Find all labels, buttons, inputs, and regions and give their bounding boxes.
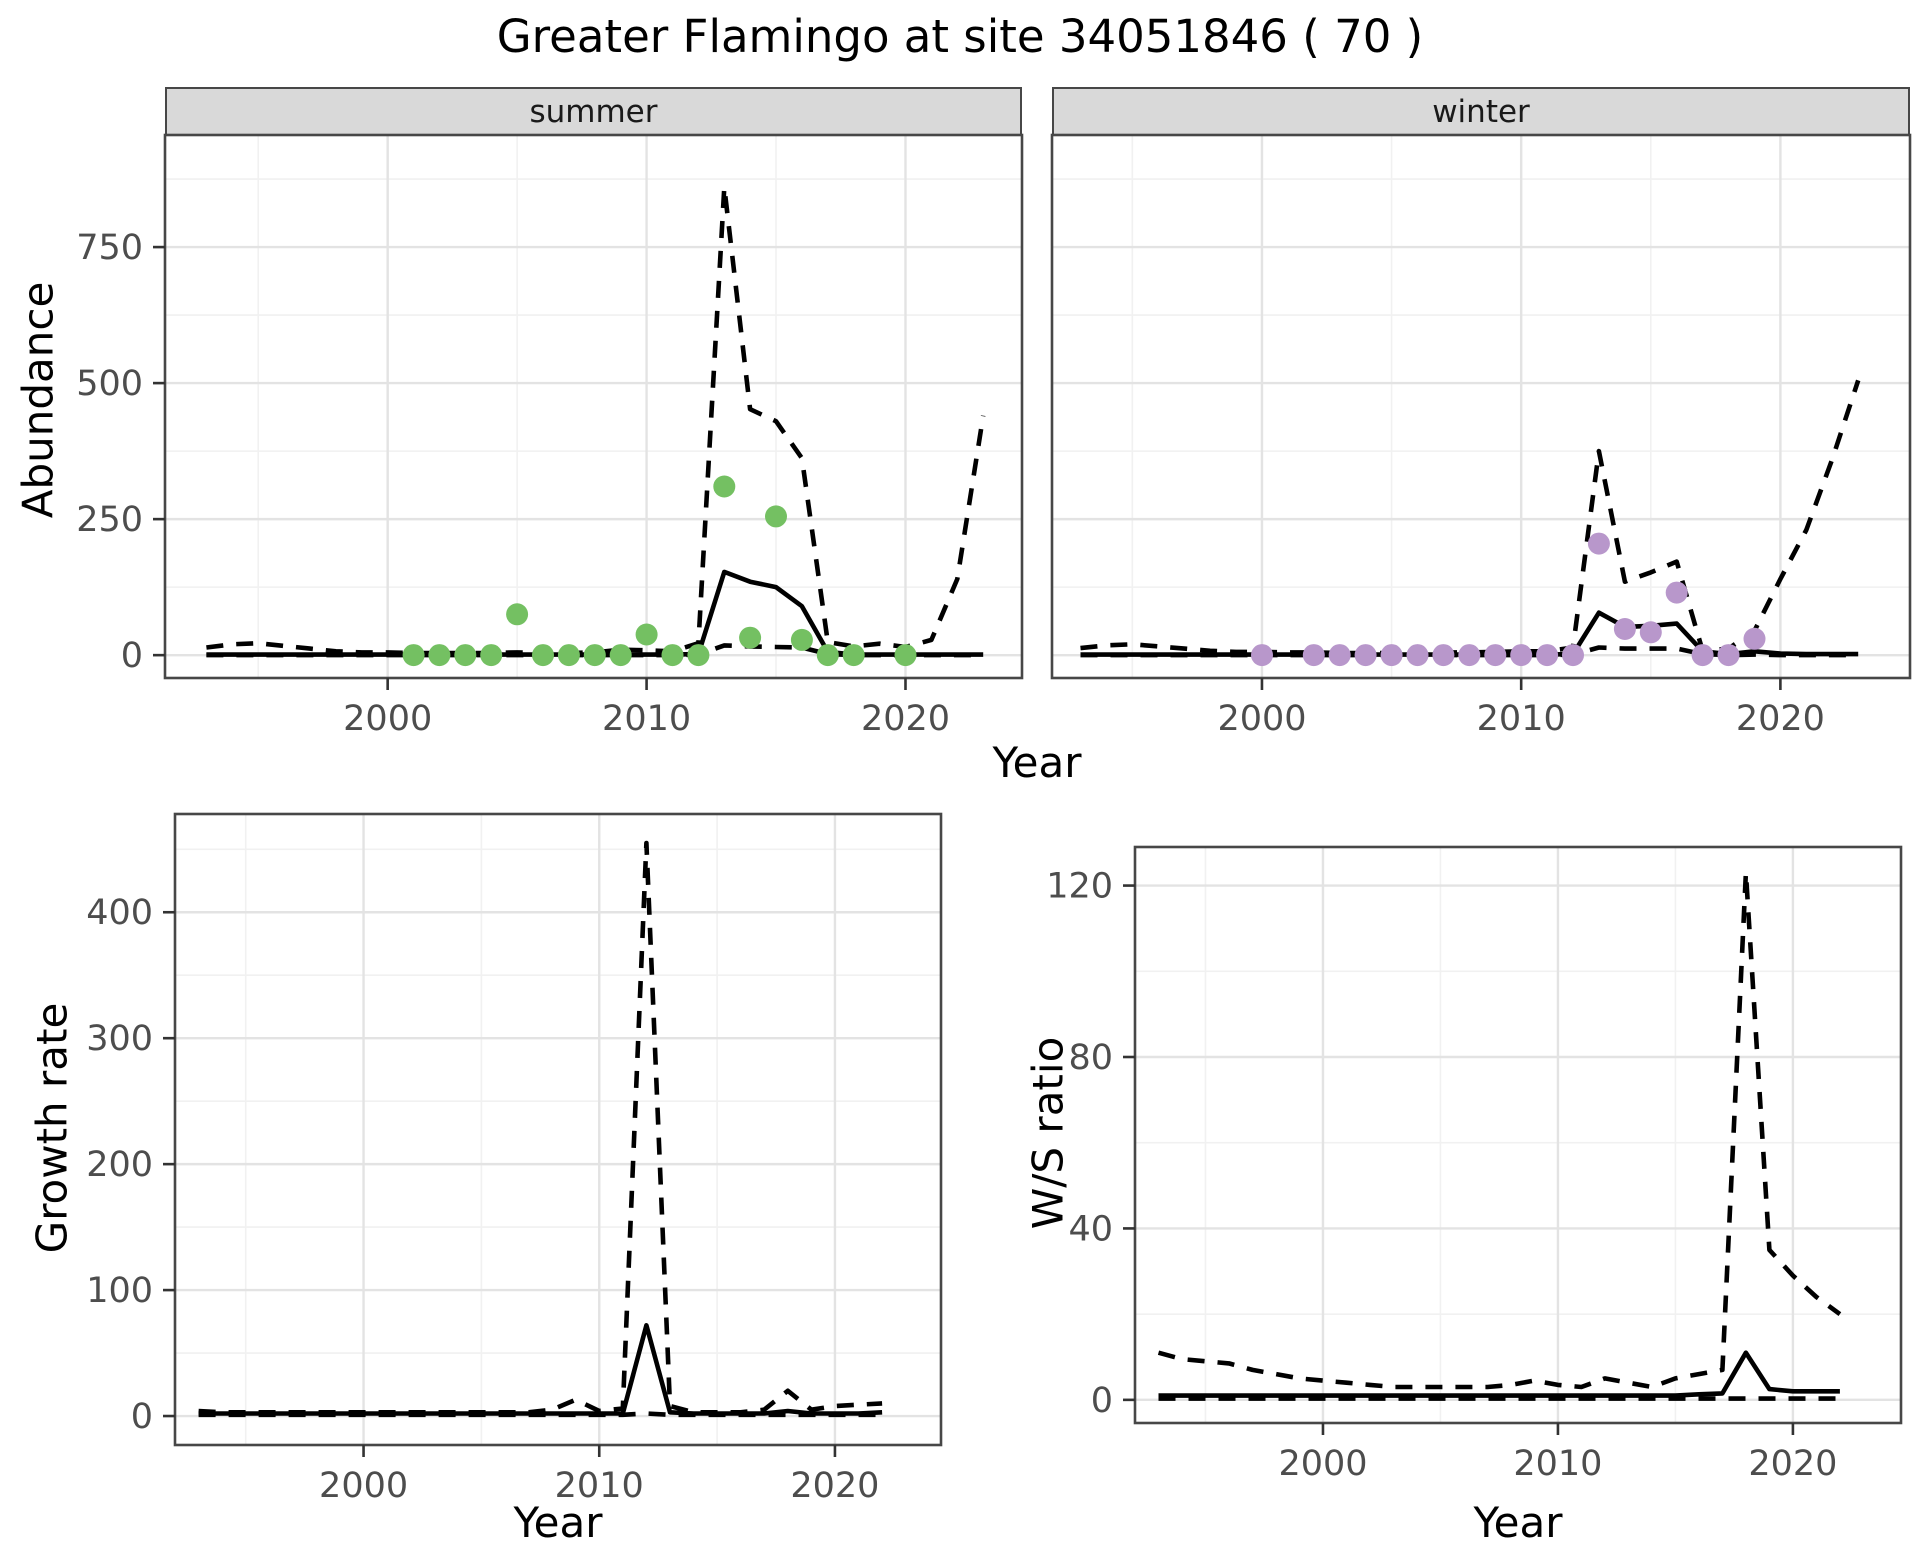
abundance-winter-winter-observation: [1613, 618, 1636, 640]
abundance-winter-winter-observation: [1665, 581, 1688, 604]
abundance-summer-summer-observation: [842, 644, 865, 667]
x-tick-label: 2000: [1217, 699, 1306, 739]
x-tick-label: 2020: [1736, 699, 1825, 739]
abundance-winter-panel-border: [1050, 133, 1912, 680]
abundance-summer-summer-observation: [428, 644, 451, 667]
x-tick-label: 2000: [343, 699, 432, 739]
y-tick-label: 200: [86, 1145, 153, 1185]
abundance-winter-winter-observation: [1302, 644, 1325, 667]
x-axis-title-year-growth: Year: [513, 1498, 603, 1547]
y-tick-label: 0: [1091, 1381, 1113, 1421]
y-tick-label: 0: [121, 636, 143, 676]
ws-ratio-ci-upper-line: [1157, 870, 1842, 1390]
abundance-winter-winter-observation: [1458, 644, 1481, 667]
y-tick-label: 40: [1068, 1209, 1113, 1249]
y-tick-label: 120: [1046, 867, 1113, 907]
abundance-summer-summer-observation: [894, 644, 917, 667]
abundance-summer-summer-observation: [609, 644, 632, 667]
abundance-winter-winter-observation: [1691, 644, 1714, 667]
abundance-summer-summer-observation: [661, 644, 684, 667]
x-axis-title-year-top: Year: [992, 738, 1082, 787]
abundance-summer-summer-observation: [739, 626, 762, 649]
ws-ratio-panel-border: [1133, 845, 1903, 1425]
y-axis-title-abundance: Abundance: [13, 281, 63, 519]
ws-ratio-model-fit-line: [1158, 1350, 1840, 1398]
abundance-winter-winter-observation: [1354, 644, 1377, 667]
figure-title: Greater Flamingo at site 34051846 ( 70 ): [496, 10, 1424, 63]
y-tick-label: 100: [86, 1271, 153, 1311]
abundance-winter-winter-observation: [1484, 644, 1507, 667]
abundance-summer-summer-observation: [583, 644, 606, 667]
abundance-winter-winter-observation: [1406, 644, 1429, 667]
abundance-summer-ci-upper-line: [206, 184, 986, 656]
facet-strip-winter-label: winter: [1432, 93, 1530, 130]
abundance-winter-winter-observation: [1717, 644, 1740, 667]
x-tick-label: 2020: [790, 1466, 879, 1506]
facet-strip-summer: summer: [165, 87, 1022, 136]
abundance-winter-winter-observation: [1510, 644, 1533, 667]
abundance-summer-summer-observation: [816, 644, 839, 667]
growth-rate-panel-border: [173, 812, 943, 1447]
x-tick-label: 2010: [1477, 699, 1566, 739]
y-tick-label: 250: [76, 500, 143, 540]
abundance-summer-summer-observation: [532, 644, 554, 667]
abundance-winter-winter-observation: [1432, 644, 1455, 667]
y-tick-label: 750: [76, 228, 143, 268]
abundance-summer-summer-observation: [506, 603, 529, 626]
facet-strip-summer-label: summer: [529, 93, 658, 130]
abundance-summer-panel-border: [163, 133, 1024, 680]
abundance-summer-summer-observation: [635, 623, 658, 646]
abundance-winter-winter-observation: [1587, 532, 1610, 555]
y-tick-label: 500: [76, 364, 143, 404]
y-tick-label: 400: [86, 893, 153, 933]
growth-rate-model-fit-line: [198, 1323, 883, 1416]
abundance-summer-summer-observation: [557, 644, 580, 667]
abundance-winter-ci-upper-line: [1080, 379, 1861, 656]
y-axis-title-growth-rate: Growth rate: [27, 1002, 77, 1254]
abundance-summer-summer-observation: [687, 644, 710, 667]
x-tick-label: 2010: [555, 1466, 644, 1506]
abundance-summer-summer-observation: [402, 644, 425, 667]
x-axis-title-year-ws: Year: [1473, 1498, 1563, 1547]
abundance-summer-model-fit-line: [206, 569, 984, 657]
x-tick-label: 2020: [1748, 1444, 1837, 1484]
abundance-winter-winter-observation: [1743, 627, 1766, 650]
x-tick-label: 2000: [1278, 1444, 1367, 1484]
y-tick-label: 80: [1068, 1038, 1113, 1078]
facet-strip-winter: winter: [1052, 87, 1910, 136]
abundance-summer-summer-observation: [765, 505, 787, 528]
abundance-winter-winter-observation: [1562, 644, 1584, 667]
y-tick-label: 0: [131, 1397, 153, 1437]
y-tick-label: 300: [86, 1019, 153, 1059]
abundance-winter-winter-observation: [1639, 621, 1662, 644]
abundance-winter-winter-observation: [1328, 644, 1351, 667]
abundance-summer-summer-observation: [454, 644, 477, 667]
x-tick-label: 2020: [861, 699, 950, 739]
x-tick-label: 2000: [319, 1466, 408, 1506]
x-tick-label: 2010: [602, 699, 691, 739]
abundance-winter-winter-observation: [1251, 644, 1273, 667]
abundance-summer-summer-observation: [713, 475, 736, 498]
y-axis-title-ws-ratio: W/S ratio: [1023, 1036, 1073, 1230]
abundance-summer-summer-observation: [480, 644, 503, 667]
x-tick-label: 2010: [1513, 1444, 1602, 1484]
growth-rate-ci-upper-line: [198, 840, 883, 1415]
abundance-winter-winter-observation: [1380, 644, 1403, 667]
abundance-summer-summer-observation: [790, 628, 813, 651]
abundance-winter-winter-observation: [1536, 644, 1559, 667]
